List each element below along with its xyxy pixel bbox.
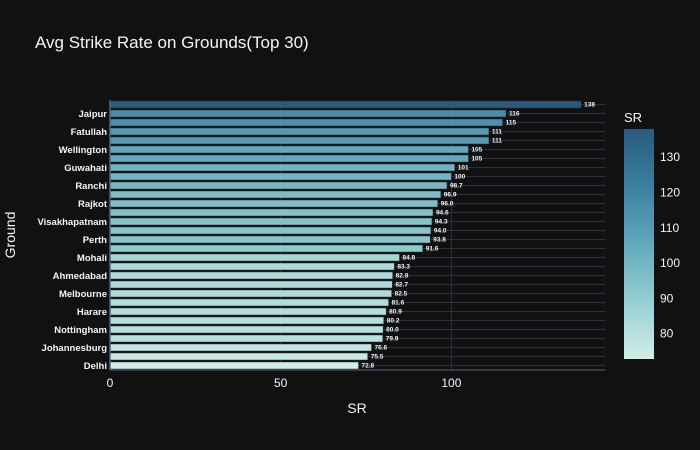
bar-value-label: 82.8 [396, 273, 409, 280]
bar-value-label: 82.5 [395, 291, 408, 298]
bar [109, 352, 368, 361]
bar-value-label: 84.8 [402, 255, 415, 262]
bar [109, 172, 452, 181]
colorbar-gradient [624, 129, 654, 359]
bar [109, 334, 384, 343]
bar [109, 271, 393, 280]
bar-value-label: 96.0 [441, 201, 454, 208]
bar-value-label: 94.3 [435, 219, 448, 226]
y-tick-label: Harare [77, 307, 107, 318]
bar-value-label: 83.3 [397, 264, 410, 271]
bar [109, 181, 448, 190]
bars [109, 100, 582, 370]
bar [109, 262, 395, 271]
bar [109, 217, 433, 226]
bar-value-label: 80.9 [389, 309, 402, 316]
y-tick-label: Delhi [84, 361, 107, 372]
bar-value-label: 116 [509, 111, 520, 118]
bar-value-label: 105 [471, 156, 482, 163]
colorbar-title: SR [624, 110, 642, 125]
x-tick-label: 0 [107, 376, 114, 390]
bar-value-label: 94.6 [436, 210, 449, 217]
colorbar: SR 80 90 100 110 120 130 [624, 110, 680, 359]
bar [109, 325, 384, 334]
bar-value-label: 82.7 [395, 282, 408, 289]
x-tick-label: 100 [441, 376, 461, 390]
bar [109, 199, 438, 208]
bar [109, 280, 393, 289]
bar-value-label: 115 [506, 120, 517, 127]
bar [109, 343, 372, 352]
y-tick-label: Ahmedabad [53, 271, 108, 282]
bar [109, 244, 423, 253]
colorbar-tick-label: 110 [660, 221, 679, 235]
bar [109, 154, 469, 163]
colorbar-tick-label: 90 [660, 291, 674, 305]
bar [109, 208, 434, 217]
y-tick-label: Perth [83, 235, 107, 246]
x-tick-label: 50 [274, 376, 288, 390]
bar [109, 109, 507, 118]
chart-title: Avg Strike Rate on Grounds(Top 30) [35, 33, 309, 52]
bar-value-label: 75.5 [371, 354, 384, 361]
y-tick-label: Fatullah [71, 127, 108, 138]
bar [109, 190, 442, 199]
bar-value-label: 100 [454, 174, 465, 181]
bar-value-label: 80.0 [386, 327, 399, 334]
bar-value-label: 105 [471, 147, 482, 154]
y-tick-label: Johannesburg [42, 343, 108, 354]
bar-value-label: 72.8 [362, 363, 375, 370]
bar [109, 289, 392, 298]
bar [109, 253, 400, 262]
bar [109, 127, 490, 136]
bar-value-label: 94.0 [434, 228, 447, 235]
bar-value-label: 111 [492, 138, 503, 145]
bar-value-label: 96.9 [444, 192, 457, 199]
colorbar-tick-label: 80 [660, 327, 674, 341]
bar-value-label: 138 [584, 102, 595, 109]
data-labels: 13811611511111110510510110098.796.996.09… [362, 102, 596, 370]
bar [109, 298, 389, 307]
bar [109, 235, 431, 244]
bar-value-label: 98.7 [450, 183, 463, 190]
y-tick-label: Wellington [59, 145, 108, 156]
bar [109, 100, 582, 109]
bar [109, 361, 359, 370]
y-tick-label: Jaipur [78, 109, 107, 120]
colorbar-tick-label: 100 [660, 256, 680, 270]
bar-value-label: 91.6 [426, 246, 439, 253]
axes: SR Ground Jaipur Fatullah Wellington Guwaha… [2, 100, 605, 416]
bar-value-label: 111 [492, 129, 503, 136]
bar [109, 118, 503, 127]
y-axis-title: Ground [2, 212, 18, 259]
bar [109, 145, 469, 154]
x-axis-title: SR [347, 400, 366, 416]
bar-value-label: 101 [458, 165, 469, 172]
bar [109, 226, 432, 235]
colorbar-tick-label: 130 [660, 150, 680, 164]
y-tick-label: Ranchi [75, 181, 107, 192]
bar-value-label: 80.2 [387, 318, 400, 325]
y-tick-label: Melbourne [59, 289, 107, 300]
bar-value-label: 81.6 [392, 300, 405, 307]
bar [109, 136, 490, 145]
y-tick-label: Rajkot [78, 199, 108, 210]
colorbar-tick-label: 120 [660, 185, 680, 199]
bar-value-label: 93.8 [433, 237, 446, 244]
bar [109, 307, 387, 316]
bar [109, 163, 456, 172]
bar-value-label: 79.9 [386, 336, 399, 343]
y-tick-label: Mohali [77, 253, 107, 264]
bar [109, 316, 385, 325]
y-tick-label: Guwahati [64, 163, 107, 174]
y-tick-label: Nottingham [54, 325, 107, 336]
y-tick-label: Visakhapatnam [37, 217, 107, 228]
bar-value-label: 76.6 [374, 345, 387, 352]
